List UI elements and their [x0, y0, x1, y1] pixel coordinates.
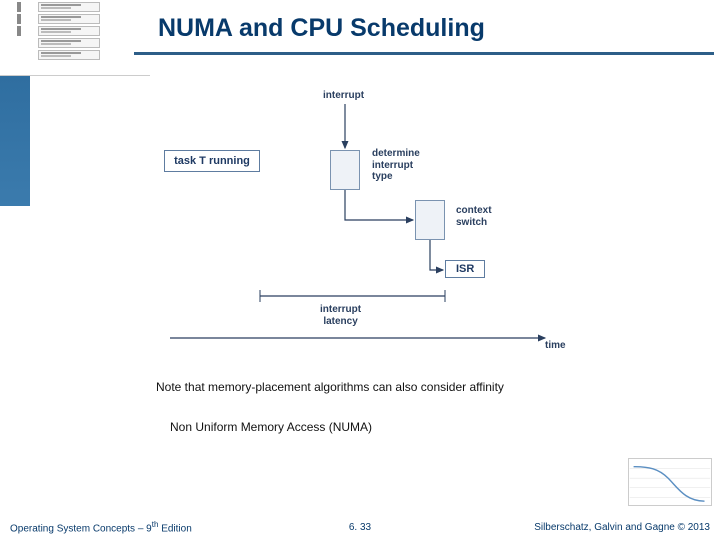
- thumb-markers: [0, 0, 38, 75]
- sidebar-thumbnails: [0, 0, 150, 76]
- bottom-thumbnail: [628, 458, 712, 506]
- label-interrupt-latency: interrupt latency: [320, 304, 361, 327]
- diagram-area: interrupt task T running determine inter…: [150, 90, 630, 360]
- box-task-running: task T running: [164, 150, 260, 172]
- diagram-svg: [150, 90, 630, 360]
- label-time: time: [545, 340, 566, 351]
- note-memory-placement: Note that memory-placement algorithms ca…: [156, 380, 504, 394]
- thumb-list: [38, 0, 110, 75]
- title-rule: [134, 52, 714, 55]
- label-determine-type: determine interrupt type: [372, 148, 420, 183]
- footer-left-pre: Operating System Concepts – 9: [10, 523, 152, 534]
- side-accent: [0, 76, 30, 206]
- footer-center: 6. 33: [349, 522, 371, 533]
- box-context-switch: [415, 200, 445, 240]
- footer-left: Operating System Concepts – 9th Edition: [10, 520, 192, 534]
- footer: Operating System Concepts – 9th Edition …: [0, 514, 720, 540]
- footer-right: Silberschatz, Galvin and Gagne © 2013: [534, 522, 710, 533]
- label-context-switch: context switch: [456, 205, 492, 228]
- note-numa: Non Uniform Memory Access (NUMA): [170, 420, 372, 434]
- arrow-det-to-ctx: [345, 190, 413, 220]
- label-interrupt: interrupt: [323, 90, 364, 101]
- arrow-ctx-to-isr: [430, 240, 443, 270]
- box-isr: ISR: [445, 260, 485, 278]
- footer-left-post: Edition: [158, 523, 191, 534]
- box-determine-type: [330, 150, 360, 190]
- slide-title: NUMA and CPU Scheduling: [158, 14, 698, 43]
- slide: NUMA and CPU Scheduling interrupt task T…: [0, 0, 720, 540]
